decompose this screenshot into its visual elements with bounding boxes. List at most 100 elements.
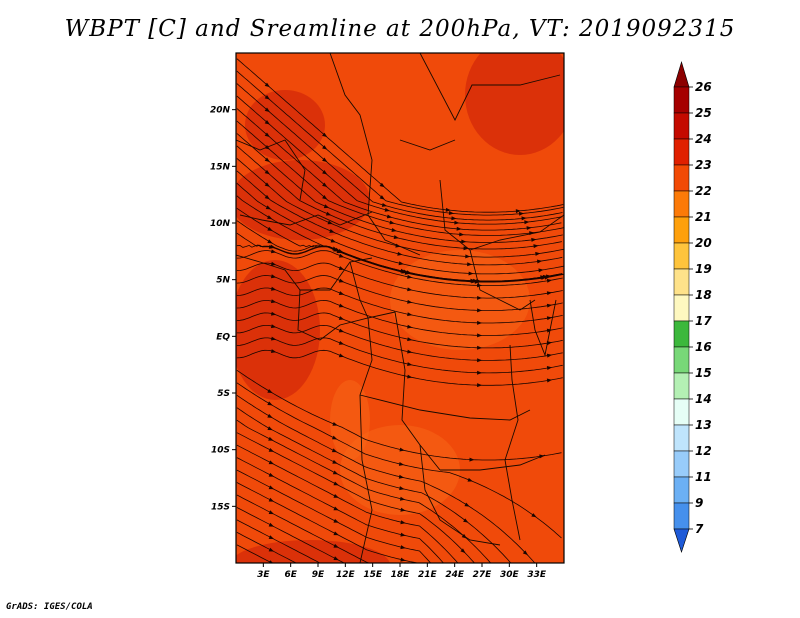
streamline-arrow <box>400 520 406 525</box>
colorbar-swatch <box>673 216 690 244</box>
streamline <box>236 183 564 275</box>
streamline-arrow <box>322 145 328 150</box>
streamline-arrow <box>448 211 454 216</box>
streamline-arrow <box>270 244 276 249</box>
border-line <box>440 454 546 471</box>
colorbar-swatch <box>673 164 690 192</box>
streamline <box>236 494 371 563</box>
streamline <box>236 244 562 282</box>
streamline-arrow <box>270 249 277 254</box>
streamline-arrow <box>521 216 527 221</box>
streamline-arrow <box>267 426 273 431</box>
streamline-arrow <box>524 220 530 225</box>
streamline-arrow <box>333 506 339 511</box>
colorbar-label: 7 <box>695 522 704 536</box>
streamline-arrow <box>407 349 413 354</box>
streamline-arrow <box>267 226 273 231</box>
border-line <box>399 139 456 151</box>
colorbar-label: 17 <box>695 314 712 328</box>
lon-tick-label: 27E <box>473 570 493 580</box>
streamline <box>236 544 273 563</box>
streamline-arrow <box>331 435 338 440</box>
border-line <box>469 249 536 311</box>
streamline-arrow <box>400 545 406 550</box>
streamline-arrow <box>477 320 483 325</box>
streamline-arrow <box>529 231 535 236</box>
border-line <box>419 444 501 546</box>
streamline-arrow <box>393 235 399 240</box>
streamline <box>236 507 345 563</box>
colorbar-label: 22 <box>695 184 712 198</box>
border-line <box>349 261 373 396</box>
streamline-arrow <box>268 522 275 527</box>
border-line <box>329 53 421 256</box>
streamline-arrow <box>445 207 451 212</box>
streamline-arrow <box>407 362 413 367</box>
streamline-arrow <box>476 279 482 284</box>
streamline-arrow <box>268 485 275 490</box>
streamline-arrow <box>268 497 275 502</box>
lat-tick-label: 20N <box>210 106 231 116</box>
streamline <box>236 250 563 286</box>
streamline-arrow <box>338 353 345 358</box>
streamline-arrow <box>531 513 537 518</box>
streamline-arrow <box>338 278 345 283</box>
streamline-arrow <box>267 401 273 406</box>
colorbar-label: 15 <box>695 366 712 380</box>
streamline-arrow <box>463 518 469 523</box>
lon-tick-label: 30E <box>500 570 520 580</box>
streamline-arrow <box>331 448 338 453</box>
colorbar-label: 26 <box>695 80 712 94</box>
streamline-arrow <box>515 209 521 214</box>
plot-area <box>236 53 564 563</box>
streamline-arrow <box>379 182 385 188</box>
latitude-axis: 20N 15N 10N 5N EQ 5S 10S 15S <box>210 106 236 512</box>
streamline-arrow <box>333 494 339 498</box>
lat-tick-label: 5S <box>217 389 230 399</box>
streamline-arrow <box>267 389 273 393</box>
streamline-arrow <box>333 518 339 523</box>
lon-tick-label: 9E <box>312 570 325 580</box>
streamline <box>236 287 563 324</box>
streamline-arrow <box>459 232 465 237</box>
streamline-arrow <box>538 268 544 273</box>
colorbar-label: 25 <box>695 106 712 120</box>
lon-tick-label: 12E <box>336 570 356 580</box>
cool-patch <box>390 250 530 350</box>
streamline-arrow <box>338 248 344 253</box>
streamline-arrow <box>522 550 528 556</box>
streamline-arrow <box>477 333 483 338</box>
streamline-arrow <box>467 477 473 482</box>
border-line <box>504 344 521 541</box>
colorbar-top-arrow <box>673 60 690 88</box>
streamline <box>236 58 564 213</box>
colorbar-label: 24 <box>695 132 712 146</box>
streamline-arrow <box>526 226 532 231</box>
streamline-arrow <box>546 366 553 370</box>
streamline-arrow <box>399 496 406 501</box>
streamline <box>236 419 492 563</box>
border-line <box>359 394 373 563</box>
streamline-arrow <box>407 324 413 329</box>
streamline <box>236 312 563 349</box>
streamline-arrow <box>381 202 388 207</box>
streamline-arrow <box>265 205 272 210</box>
streamline-arrow <box>546 316 553 321</box>
streamline <box>236 394 536 563</box>
streamline-arrow <box>464 502 470 507</box>
streamline-arrow <box>264 144 270 150</box>
streamline-arrow <box>264 169 270 175</box>
streamline-arrow <box>332 421 338 426</box>
colorbar-bottom-arrow <box>673 528 690 553</box>
streamline <box>236 349 563 386</box>
streamline <box>236 369 562 461</box>
streamline-arrow <box>338 328 345 333</box>
streamline <box>236 407 512 563</box>
streamline-arrow <box>332 470 339 475</box>
streamline-arrow <box>270 324 277 329</box>
streamline-arrow <box>465 254 471 259</box>
streamline-arrow <box>268 436 274 441</box>
streamline-arrow <box>407 337 413 342</box>
streamline-arrow <box>329 229 335 233</box>
streamline-arrow <box>398 461 405 466</box>
